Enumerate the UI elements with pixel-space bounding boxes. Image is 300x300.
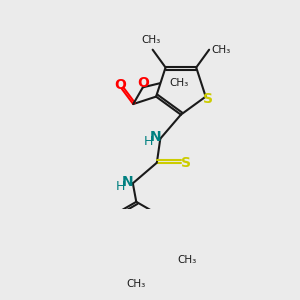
Text: CH₃: CH₃ bbox=[169, 78, 189, 88]
Text: H: H bbox=[116, 180, 125, 193]
Text: O: O bbox=[114, 78, 126, 92]
Text: S: S bbox=[182, 156, 191, 170]
Text: CH₃: CH₃ bbox=[142, 35, 161, 45]
Text: CH₃: CH₃ bbox=[212, 45, 231, 55]
Text: N: N bbox=[122, 175, 134, 189]
Text: CH₃: CH₃ bbox=[178, 255, 197, 265]
Text: S: S bbox=[203, 92, 213, 106]
Text: N: N bbox=[150, 130, 161, 144]
Text: H: H bbox=[143, 135, 153, 148]
Text: O: O bbox=[138, 76, 149, 90]
Text: CH₃: CH₃ bbox=[127, 279, 146, 289]
